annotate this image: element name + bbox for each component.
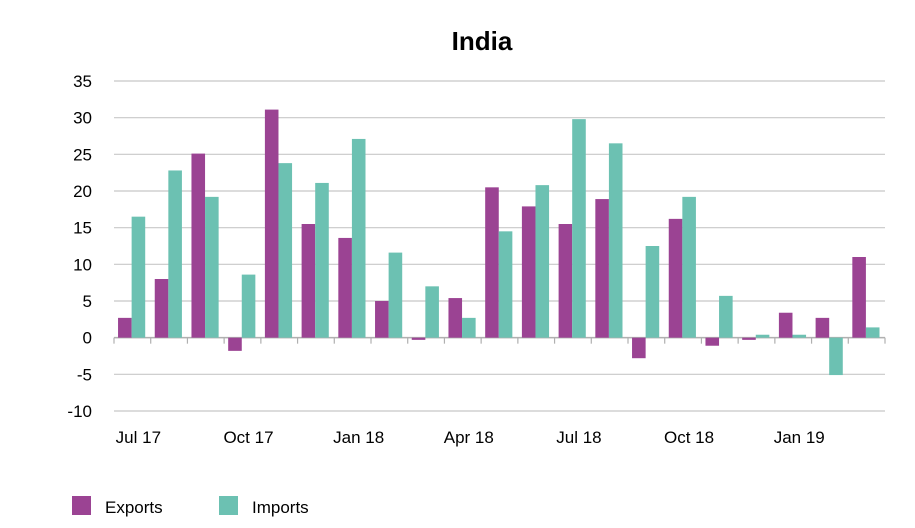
bar-imports xyxy=(829,337,843,376)
bar-exports xyxy=(742,337,756,340)
bar-exports xyxy=(632,337,646,359)
bar-imports xyxy=(572,119,586,338)
bar-exports xyxy=(228,337,242,351)
x-tick-label: Oct 17 xyxy=(223,428,273,447)
bar-exports xyxy=(485,187,499,338)
bar-imports xyxy=(168,170,182,338)
bar-exports xyxy=(558,224,573,338)
y-tick-label: 20 xyxy=(73,182,92,201)
bar-exports xyxy=(668,218,683,338)
bar-exports xyxy=(448,298,463,338)
y-tick-label: -5 xyxy=(77,365,92,384)
bar-imports xyxy=(388,252,403,338)
legend-swatch-imports xyxy=(219,496,238,515)
bar-imports xyxy=(425,286,439,338)
bar-imports xyxy=(131,216,146,338)
bar-imports xyxy=(462,317,476,338)
bar-exports xyxy=(852,257,866,338)
legend-label-exports: Exports xyxy=(105,498,163,517)
bar-imports xyxy=(278,163,293,338)
y-tick-label: 35 xyxy=(73,72,92,91)
bar-exports xyxy=(264,109,279,338)
bar-imports xyxy=(498,231,513,338)
bar-imports xyxy=(315,182,329,338)
bar-exports xyxy=(521,206,536,338)
y-tick-label: -10 xyxy=(67,402,92,421)
x-tick-label: Jul 18 xyxy=(556,428,601,447)
legend-label-imports: Imports xyxy=(252,498,309,517)
y-tick-label: 30 xyxy=(73,109,92,128)
x-tick-label: Jan 19 xyxy=(774,428,825,447)
y-tick-label: 0 xyxy=(83,329,92,348)
bar-exports xyxy=(191,153,206,338)
bar-imports xyxy=(351,138,366,338)
bar-exports xyxy=(815,317,830,338)
bar-imports xyxy=(865,327,880,338)
bar-exports xyxy=(375,301,389,338)
bar-exports xyxy=(154,279,169,338)
bar-imports xyxy=(645,246,660,338)
bar-exports xyxy=(411,337,426,340)
bar-exports xyxy=(778,312,793,338)
bar-imports xyxy=(535,185,550,338)
bar-imports xyxy=(608,143,623,338)
y-tick-label: 15 xyxy=(73,219,92,238)
bar-imports xyxy=(241,274,256,338)
bar-exports xyxy=(338,237,352,338)
y-tick-label: 10 xyxy=(73,255,92,274)
y-tick-label: 25 xyxy=(73,145,92,164)
x-tick-label: Apr 18 xyxy=(444,428,494,447)
bar-exports xyxy=(301,224,316,338)
bar-imports xyxy=(792,334,807,338)
bar-imports xyxy=(205,196,219,338)
legend-swatch-exports xyxy=(72,496,91,515)
y-tick-label: 5 xyxy=(83,292,92,311)
x-tick-label: Jan 18 xyxy=(333,428,384,447)
chart-title: India xyxy=(452,26,513,56)
bar-exports xyxy=(595,199,609,338)
x-tick-label: Oct 18 xyxy=(664,428,714,447)
bar-imports xyxy=(755,334,770,338)
bar-imports xyxy=(682,196,696,338)
bar-imports xyxy=(719,295,733,338)
bar-exports xyxy=(118,317,132,338)
bar-exports xyxy=(705,337,720,346)
x-tick-label: Jul 17 xyxy=(116,428,161,447)
